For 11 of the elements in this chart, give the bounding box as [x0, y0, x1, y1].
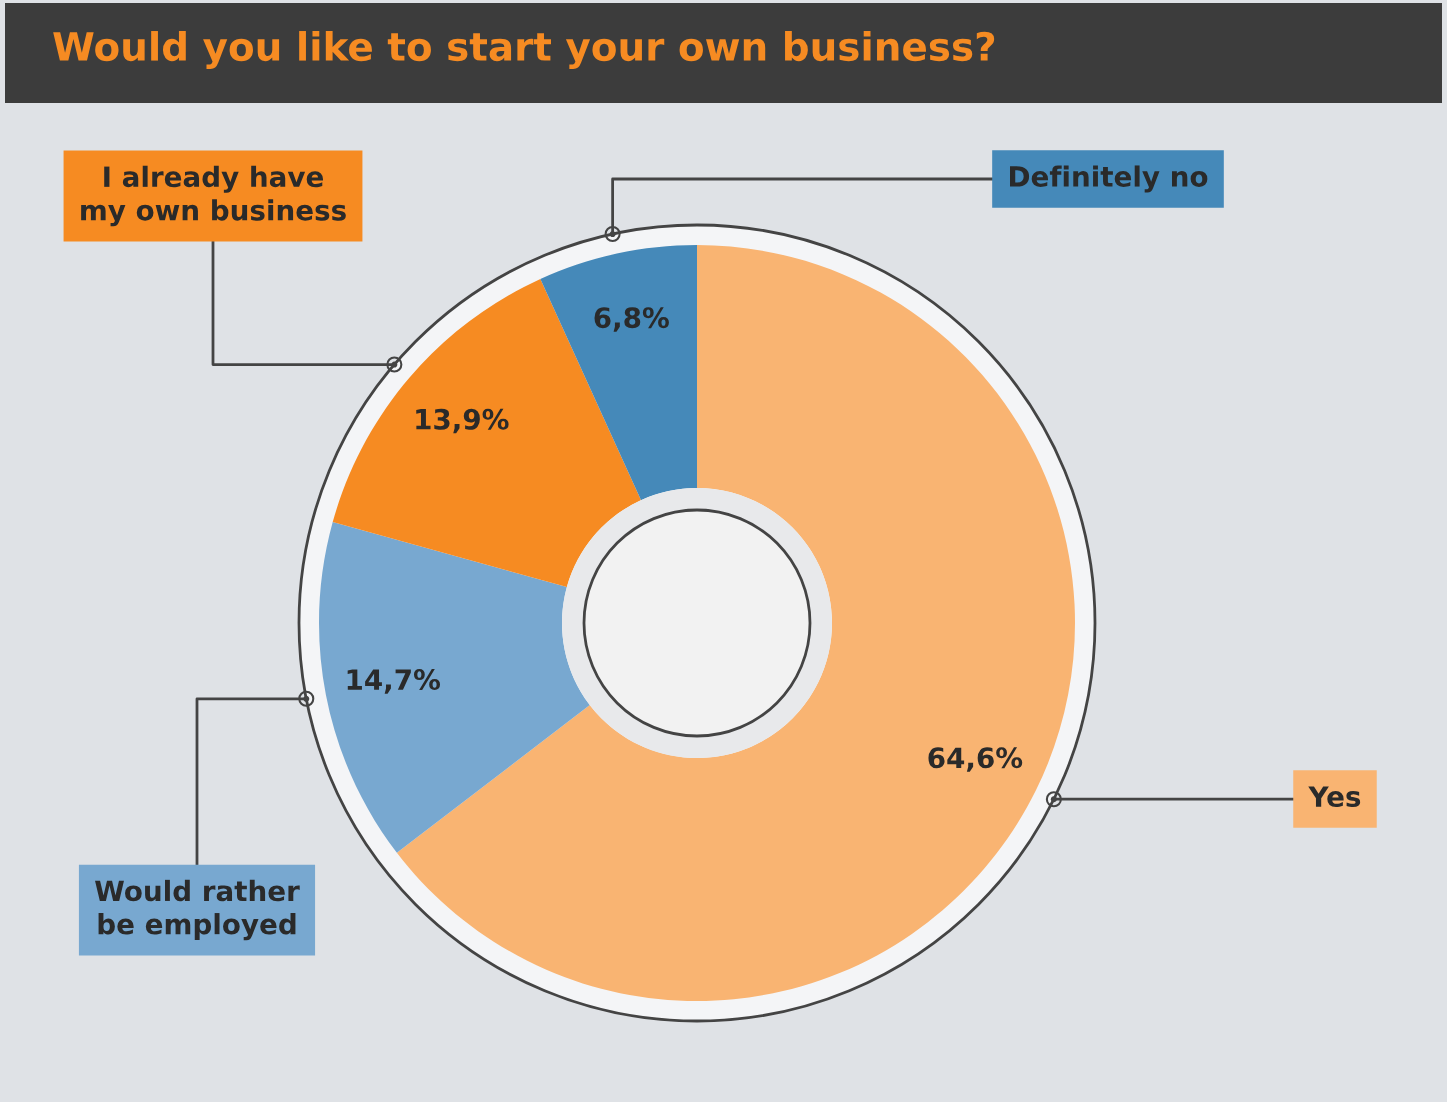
slice-label: I already have my own business	[81, 165, 346, 227]
data-label: 64,6%	[928, 747, 1023, 772]
data-label: 6,8%	[594, 307, 669, 332]
data-label: 14,7%	[347, 669, 441, 694]
data-label: 13,9%	[416, 408, 509, 434]
slice-label: Yes	[1308, 786, 1361, 808]
chart-title: Would you like to start your own business?	[53, 31, 995, 69]
slice-label: Would rather be employed	[95, 879, 300, 941]
slice-label: Definitely no	[1010, 165, 1208, 193]
donut-slice	[540, 245, 697, 501]
donut-slice	[319, 522, 590, 853]
